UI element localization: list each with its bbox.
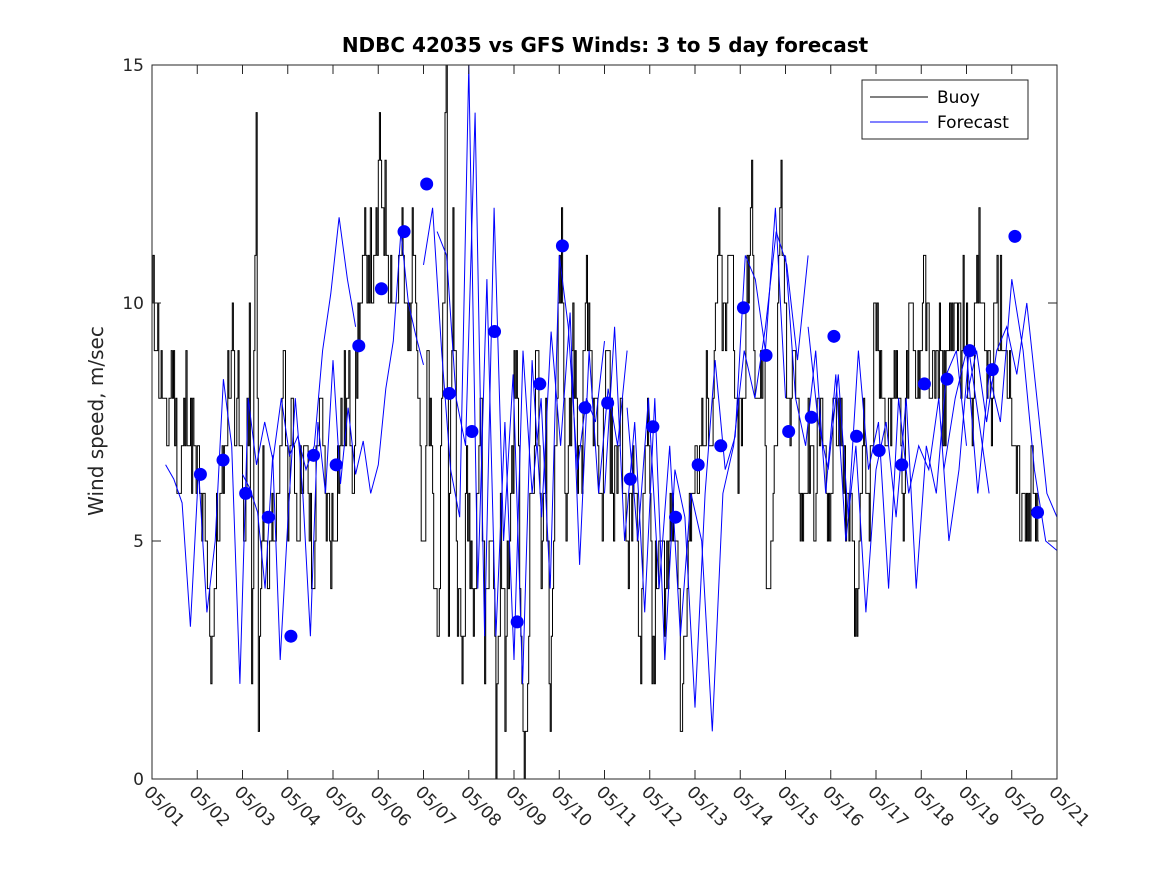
- forecast-marker: [284, 629, 298, 643]
- forecast-marker: [420, 177, 434, 191]
- forecast-marker: [578, 401, 592, 415]
- forecast-marker: [397, 225, 411, 239]
- forecast-marker: [646, 420, 660, 434]
- forecast-marker: [1008, 229, 1022, 243]
- legend: Buoy Forecast: [861, 79, 1029, 140]
- forecast-marker: [714, 439, 728, 453]
- forecast-marker: [193, 467, 207, 481]
- forecast-marker: [691, 458, 705, 472]
- forecast-marker: [601, 396, 615, 410]
- forecast-series-line-9: [943, 279, 1057, 551]
- legend-forecast-label: Forecast: [937, 113, 1009, 133]
- forecast-marker: [669, 510, 683, 524]
- plot-area: [152, 64, 1057, 780]
- forecast-marker: [307, 448, 321, 462]
- forecast-marker: [940, 372, 954, 386]
- forecast-series-line-6: [626, 231, 809, 732]
- forecast-marker: [850, 429, 864, 443]
- forecast-series-line-4: [436, 112, 628, 684]
- legend-buoy-label: Buoy: [937, 88, 980, 108]
- chart-title: NDBC 42035 vs GFS Winds: 3 to 5 day fore…: [342, 33, 869, 57]
- forecast-marker: [736, 301, 750, 315]
- forecast-series-line-2: [165, 217, 357, 684]
- forecast-marker: [782, 425, 796, 439]
- forecast-marker: [985, 363, 999, 377]
- forecast-marker: [510, 615, 524, 629]
- forecast-series-line-1: [242, 231, 424, 661]
- forecast-marker: [872, 444, 886, 458]
- forecast-marker: [352, 339, 366, 353]
- forecast-marker: [895, 458, 909, 472]
- legend-box: [861, 79, 1029, 140]
- forecast-marker: [804, 410, 818, 424]
- buoy-series-line: [152, 64, 1039, 780]
- forecast-series-line-10: [966, 302, 1057, 518]
- forecast-marker: [533, 377, 547, 391]
- forecast-marker: [465, 425, 479, 439]
- forecast-series-line-8: [807, 326, 990, 589]
- forecast-marker: [917, 377, 931, 391]
- forecast-marker: [329, 458, 343, 472]
- forecast-marker: [261, 510, 275, 524]
- forecast-marker: [827, 329, 841, 343]
- forecast-marker: [1031, 505, 1045, 519]
- y-tick-label: 15: [122, 56, 144, 76]
- forecast-marker: [623, 472, 637, 486]
- forecast-marker: [963, 344, 977, 358]
- forecast-marker: [555, 239, 569, 253]
- y-tick-label: 5: [133, 532, 144, 552]
- y-tick-label: 0: [133, 770, 144, 790]
- forecast-series-line-7: [785, 255, 967, 613]
- forecast-marker: [239, 486, 253, 500]
- forecast-marker: [488, 325, 502, 339]
- forecast-marker: [374, 282, 388, 296]
- y-axis-label: Wind speed, m/sec: [84, 326, 108, 516]
- forecast-marker: [216, 453, 230, 467]
- forecast-series-line-5: [604, 207, 786, 708]
- forecast-marker: [759, 348, 773, 362]
- forecast-marker: [442, 386, 456, 400]
- y-tick-label: 10: [122, 294, 144, 314]
